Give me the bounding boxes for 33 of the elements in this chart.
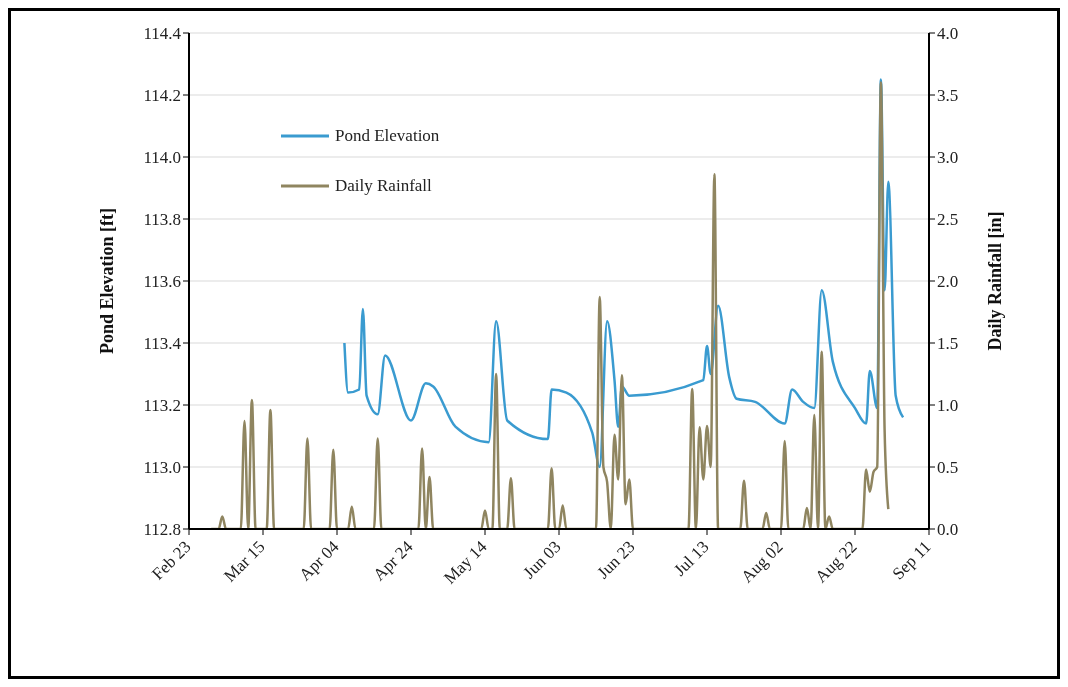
x-tick-label: Jul 13 — [670, 537, 713, 580]
x-tick-label: Mar 15 — [220, 537, 269, 586]
y2-tick-label: 3.0 — [937, 148, 959, 168]
y2-tick-label: 0.5 — [937, 458, 959, 478]
y2-tick-label: 1.0 — [937, 396, 959, 416]
y-tick-label: 114.4 — [143, 24, 182, 44]
y2-tick-label: 1.5 — [937, 334, 959, 354]
y-tick-label: 112.8 — [143, 520, 181, 540]
y2-tick-label: 4.0 — [937, 24, 959, 44]
x-tick-label: Sep 11 — [888, 537, 935, 584]
x-tick-label: May 14 — [440, 536, 491, 588]
x-tick-label: Feb 23 — [148, 537, 195, 584]
x-tick-label: Apr 04 — [295, 536, 343, 585]
y2-axis-title: Daily Rainfall [in] — [985, 211, 1006, 351]
x-tick-label: Aug 22 — [811, 537, 861, 587]
x-tick-label: Aug 02 — [737, 537, 787, 587]
y-tick-label: 114.2 — [143, 86, 181, 106]
x-tick-label: Apr 24 — [369, 536, 417, 585]
x-tick-label: Jun 03 — [519, 537, 565, 583]
y-axis-title: Pond Elevation [ft] — [97, 208, 118, 354]
y2-tick-label: 2.5 — [937, 210, 959, 230]
y2-tick-label: 0.0 — [937, 520, 959, 540]
y2-tick-label: 2.0 — [937, 272, 959, 292]
legend-label: Pond Elevation — [335, 126, 440, 146]
y-tick-label: 113.6 — [143, 272, 181, 292]
y-tick-label: 114.0 — [143, 148, 181, 168]
y-tick-label: 113.4 — [143, 334, 182, 354]
y-tick-label: 113.0 — [143, 458, 181, 478]
y-tick-label: 113.2 — [143, 396, 181, 416]
legend-label: Daily Rainfall — [335, 176, 432, 196]
x-tick-label: Jun 23 — [593, 537, 639, 583]
y-tick-label: 113.8 — [143, 210, 181, 230]
y2-tick-label: 3.5 — [937, 86, 959, 106]
